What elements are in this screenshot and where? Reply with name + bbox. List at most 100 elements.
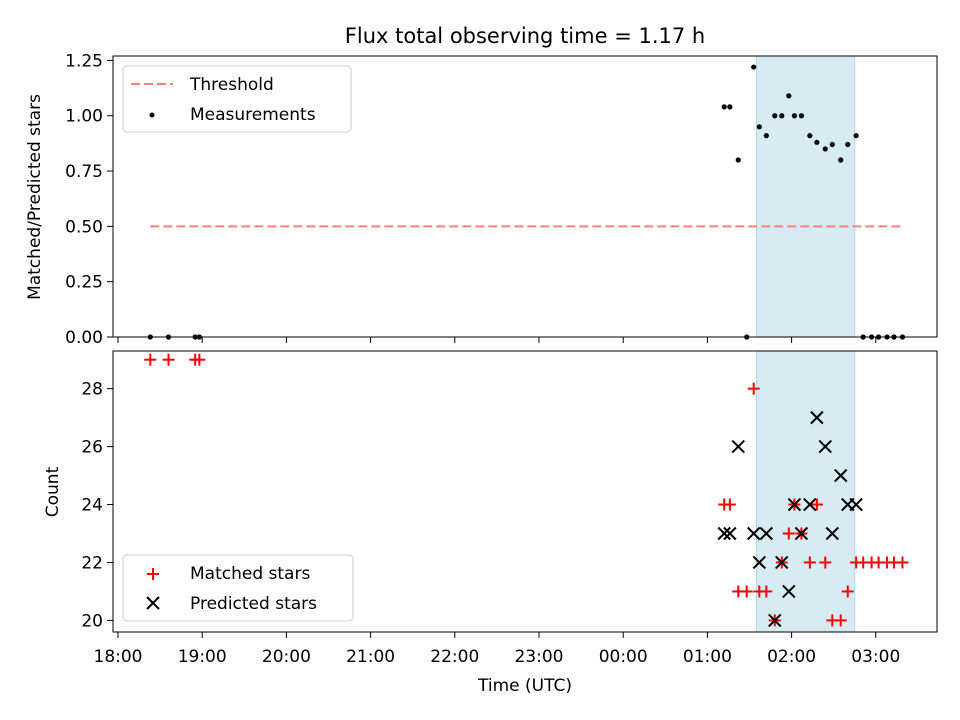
y-tick-label: 22 bbox=[81, 553, 103, 573]
legend-matched-label: Matched stars bbox=[190, 564, 310, 584]
top-legend-box bbox=[122, 65, 352, 133]
predicted-star-point bbox=[849, 497, 863, 512]
measurement-point bbox=[751, 64, 757, 70]
x-axis-label: Time (UTC) bbox=[477, 676, 572, 696]
predicted-star-point bbox=[825, 526, 840, 541]
predicted-star-point bbox=[768, 613, 782, 628]
predicted-star-point bbox=[731, 439, 745, 454]
matched-star-point bbox=[193, 353, 206, 366]
matched-star-point bbox=[803, 556, 816, 569]
y-tick-label: 0.50 bbox=[65, 217, 103, 237]
x-tick-label: 20:00 bbox=[262, 647, 311, 667]
measurement-point bbox=[786, 93, 792, 99]
y-tick-label: 28 bbox=[81, 380, 103, 400]
bottom-y-ticks: 20 22 24 26 28 bbox=[81, 380, 113, 631]
matched-star-point bbox=[760, 585, 773, 598]
measurement-point bbox=[721, 104, 727, 110]
predicted-star-stroke-b bbox=[759, 526, 774, 541]
measurement-point bbox=[791, 113, 798, 119]
bottom-y-axis-label: Count bbox=[43, 466, 63, 517]
top-panel: Flux total observing time = 1.17 h 0.00 0… bbox=[25, 24, 938, 348]
bottom-plot-frame bbox=[112, 350, 938, 633]
predicted-star-point bbox=[787, 497, 802, 512]
measurement-point bbox=[822, 146, 828, 152]
matched-star-point bbox=[740, 585, 753, 598]
legend-threshold-label: Threshold bbox=[189, 75, 274, 95]
x-tick-label: 19:00 bbox=[178, 647, 227, 667]
measurement-point bbox=[756, 124, 762, 130]
measurement-point bbox=[735, 157, 741, 163]
predicted-star-stroke-b bbox=[775, 555, 789, 570]
predicted-star-point bbox=[723, 526, 737, 541]
legend-measurements-label: Measurements bbox=[190, 105, 316, 125]
predicted-star-stroke-b bbox=[731, 439, 745, 454]
predicted-star-point bbox=[759, 526, 774, 541]
legend-matched-marker bbox=[147, 568, 159, 580]
measurement-point bbox=[798, 113, 805, 119]
predicted-star-stroke-b bbox=[768, 613, 782, 628]
predicted-star-stroke-b bbox=[717, 526, 731, 541]
predicted-star-stroke-b bbox=[752, 555, 767, 570]
x-tick-label: 18:00 bbox=[94, 647, 143, 667]
measurement-point bbox=[727, 104, 733, 110]
predicted-star-stroke-b bbox=[787, 497, 802, 512]
predicted-star-point bbox=[747, 526, 761, 541]
matched-stars-points bbox=[144, 353, 909, 627]
y-tick-label: 0.00 bbox=[65, 328, 103, 348]
y-tick-label: 20 bbox=[81, 611, 103, 631]
predicted-star-point bbox=[810, 410, 824, 425]
matched-star-point bbox=[782, 527, 795, 540]
measurement-point bbox=[845, 141, 851, 148]
predicted-star-point bbox=[752, 555, 767, 570]
matched-star-point bbox=[896, 556, 909, 569]
predicted-star-stroke-b bbox=[818, 439, 832, 454]
measurement-point bbox=[853, 133, 859, 139]
predicted-star-stroke-b bbox=[810, 410, 824, 425]
top-y-axis-label: Matched/Predicted stars bbox=[25, 94, 45, 300]
matched-star-point bbox=[723, 498, 736, 511]
matched-star-point bbox=[810, 498, 823, 511]
legend-measurements-marker bbox=[149, 112, 155, 118]
top-y-ticks: 0.00 0.25 0.50 0.75 1.00 1.25 bbox=[65, 51, 113, 348]
x-tick-label: 22:00 bbox=[430, 647, 479, 667]
measurement-point bbox=[838, 157, 844, 163]
observing-interval-shade bbox=[756, 55, 856, 338]
y-tick-label: 0.25 bbox=[65, 273, 103, 293]
predicted-star-stroke-b bbox=[834, 468, 848, 483]
matched-star-point bbox=[819, 556, 832, 569]
predicted-star-point bbox=[775, 555, 789, 570]
predicted-star-stroke-b bbox=[794, 526, 809, 541]
measurement-point bbox=[814, 139, 820, 145]
measurement-point bbox=[829, 141, 835, 148]
chart-title: Flux total observing time = 1.17 h bbox=[345, 24, 705, 48]
matched-star-point bbox=[162, 353, 175, 366]
legend-predicted-marker bbox=[146, 596, 160, 610]
legend-predicted-label: Predicted stars bbox=[190, 594, 317, 614]
matched-star-point bbox=[144, 353, 157, 366]
y-tick-label: 0.75 bbox=[65, 162, 103, 182]
predicted-star-point bbox=[782, 584, 796, 599]
predicted-stars-points bbox=[717, 410, 863, 628]
measurement-point bbox=[763, 133, 769, 139]
y-tick-label: 26 bbox=[81, 438, 103, 458]
predicted-star-stroke-b bbox=[825, 526, 840, 541]
x-tick-label: 23:00 bbox=[515, 647, 564, 667]
predicted-star-point bbox=[717, 526, 731, 541]
top-plot-frame bbox=[112, 55, 938, 338]
matched-star-point bbox=[747, 382, 760, 395]
y-tick-label: 24 bbox=[81, 496, 103, 516]
predicted-star-point bbox=[803, 497, 817, 512]
predicted-star-stroke-b bbox=[747, 526, 761, 541]
bottom-x-ticks: 18:00 19:00 20:00 21:00 22:00 23:00 00:00 01:00… bbox=[94, 632, 900, 667]
bottom-legend: Matched stars Predicted stars bbox=[122, 554, 354, 622]
measurement-point bbox=[779, 113, 785, 119]
bottom-legend-box bbox=[122, 554, 354, 622]
measurement-point bbox=[772, 113, 778, 119]
matched-star-point bbox=[834, 614, 847, 627]
predicted-star-point bbox=[818, 439, 832, 454]
x-tick-label: 03:00 bbox=[851, 647, 900, 667]
predicted-star-point bbox=[834, 468, 848, 483]
x-tick-label: 00:00 bbox=[599, 647, 648, 667]
predicted-star-stroke-b bbox=[803, 497, 817, 512]
